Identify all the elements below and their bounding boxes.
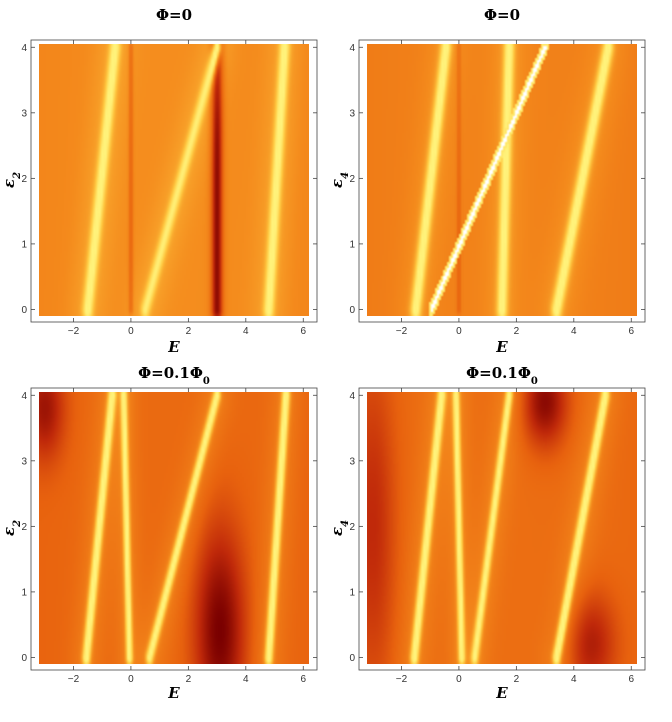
- panel-3: −2 0 2 4 6 0 1 2 3 4 Φ=0.1Φ0 Eε2: [0, 364, 318, 702]
- x-tick-label: 0: [456, 674, 462, 685]
- heatmap-image: [367, 392, 637, 664]
- heatmap-image: [39, 44, 309, 316]
- x-tick-label: −2: [68, 674, 80, 685]
- y-tick-label: 3: [21, 108, 27, 119]
- y-tick-label: 3: [21, 456, 27, 467]
- x-tick-label: 0: [128, 326, 134, 337]
- plot-frame: [358, 387, 646, 671]
- x-tick-label: 6: [300, 674, 306, 685]
- x-axis-label: E: [495, 684, 508, 702]
- y-axis-label-subscript: 2: [12, 520, 23, 528]
- y-axis-label: ε2: [0, 520, 23, 536]
- y-tick-label: 4: [21, 43, 27, 54]
- x-tick-label: 2: [186, 326, 192, 337]
- y-tick-label: 2: [349, 174, 355, 185]
- y-axis-label: ε4: [328, 172, 351, 188]
- x-axis-label: E: [167, 338, 180, 356]
- x-tick-label: 4: [243, 326, 249, 337]
- y-tick-label: 1: [349, 239, 355, 250]
- x-tick-label: 6: [628, 326, 634, 337]
- y-tick-label: 0: [349, 305, 355, 316]
- x-tick-label: −2: [396, 674, 408, 685]
- x-tick-label: 2: [186, 674, 192, 685]
- y-axis-label-subscript: 4: [340, 520, 351, 527]
- x-tick-label: 0: [128, 674, 134, 685]
- x-tick-label: 4: [243, 674, 249, 685]
- y-axis-label: ε4: [328, 520, 351, 536]
- y-axis-label-subscript: 2: [12, 172, 23, 180]
- x-axis-label: E: [167, 684, 180, 702]
- y-tick-label: 1: [349, 587, 355, 598]
- chart-title: Φ=0: [156, 6, 192, 24]
- chart-title-subscript: 0: [531, 376, 538, 387]
- x-tick-label: 6: [628, 674, 634, 685]
- panel-1: −2 0 2 4 6 0 1 2 3 4 Φ=0 Eε2: [0, 6, 318, 356]
- chart-title-subscript: 0: [203, 376, 210, 387]
- heatmap-image: [367, 44, 637, 316]
- chart-title: Φ=0.1Φ0: [138, 364, 210, 387]
- plot-frame: [30, 39, 318, 323]
- x-tick-label: 6: [300, 326, 306, 337]
- x-tick-label: 4: [571, 674, 577, 685]
- y-tick-label: 4: [21, 391, 27, 402]
- y-tick-label: 4: [349, 43, 355, 54]
- x-tick-label: 0: [456, 326, 462, 337]
- plot-frame: [358, 39, 646, 323]
- x-tick-label: −2: [396, 326, 408, 337]
- x-axis-label: E: [495, 338, 508, 356]
- x-tick-label: 2: [514, 326, 520, 337]
- y-tick-label: 0: [21, 305, 27, 316]
- heatmap-image: [39, 392, 309, 664]
- chart-title: Φ=0: [484, 6, 520, 24]
- y-tick-label: 3: [349, 456, 355, 467]
- y-tick-label: 2: [349, 522, 355, 533]
- y-tick-label: 4: [349, 391, 355, 402]
- y-axis-label: ε2: [0, 172, 23, 188]
- x-tick-label: −2: [68, 326, 80, 337]
- y-tick-label: 1: [21, 587, 27, 598]
- y-axis-label-subscript: 4: [340, 172, 351, 179]
- y-tick-label: 3: [349, 108, 355, 119]
- y-tick-label: 0: [349, 653, 355, 664]
- chart-title: Φ=0.1Φ0: [466, 364, 538, 387]
- y-tick-label: 0: [21, 653, 27, 664]
- plot-frame: [30, 387, 318, 671]
- x-tick-label: 2: [514, 674, 520, 685]
- y-tick-label: 1: [21, 239, 27, 250]
- x-tick-label: 4: [571, 326, 577, 337]
- y-tick-label: 2: [21, 522, 27, 533]
- y-tick-label: 2: [21, 174, 27, 185]
